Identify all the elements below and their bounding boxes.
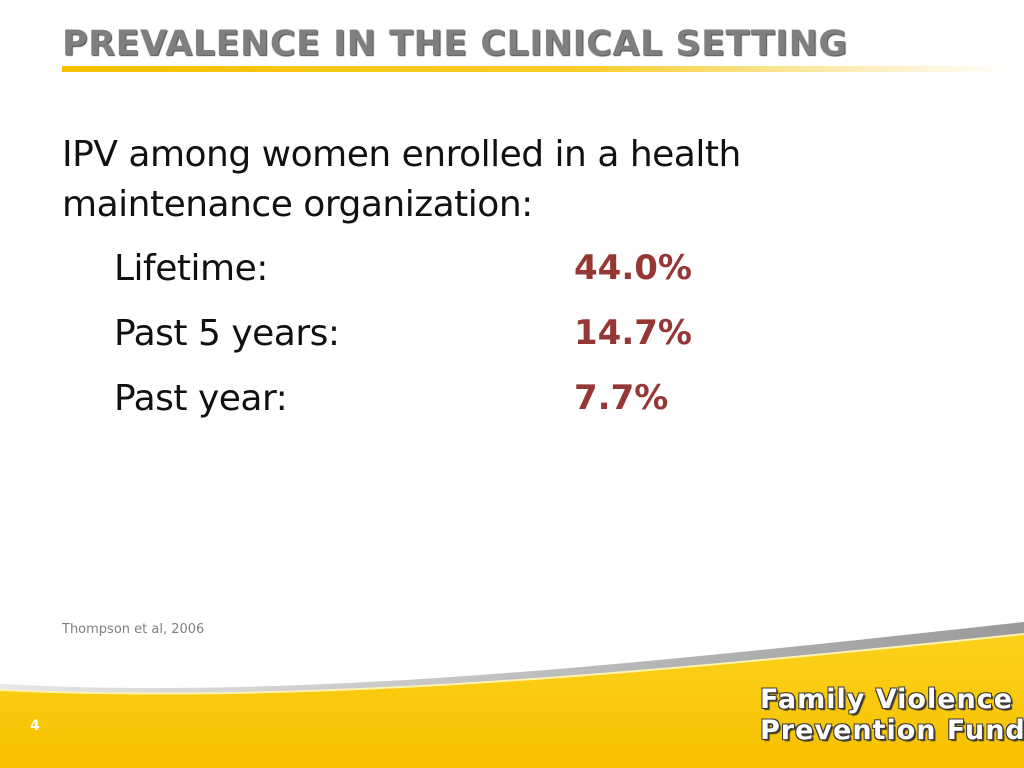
slide-number: 4 [30,718,40,734]
citation: Thompson et al, 2006 [62,622,205,637]
stat-label: Past 5 years: [114,313,340,354]
logo-line-1: Family Violence [760,684,1014,715]
stat-label: Past year: [114,378,288,419]
stat-row-past-year: Past year: 7.7% [114,378,814,426]
intro-text: IPV among women enrolled in a health mai… [62,130,942,230]
slide-title: PREVALENCE IN THE CLINICAL SETTING [62,24,848,64]
title-underline [62,66,1012,72]
intro-line-2: maintenance organization: [62,184,533,225]
stat-value: 7.7% [574,378,669,418]
logo-line-2: Prevention Fund [760,715,1024,746]
stat-row-lifetime: Lifetime: 44.0% [114,248,814,296]
family-violence-prevention-fund-logo: Family Violence Prevention Fund [760,684,1024,746]
stat-label: Lifetime: [114,248,268,289]
stat-value: 14.7% [574,313,692,353]
intro-line-1: IPV among women enrolled in a health [62,134,741,175]
stat-value: 44.0% [574,248,692,288]
footer-swoosh [0,622,1024,768]
stat-row-past-5-years: Past 5 years: 14.7% [114,313,814,361]
